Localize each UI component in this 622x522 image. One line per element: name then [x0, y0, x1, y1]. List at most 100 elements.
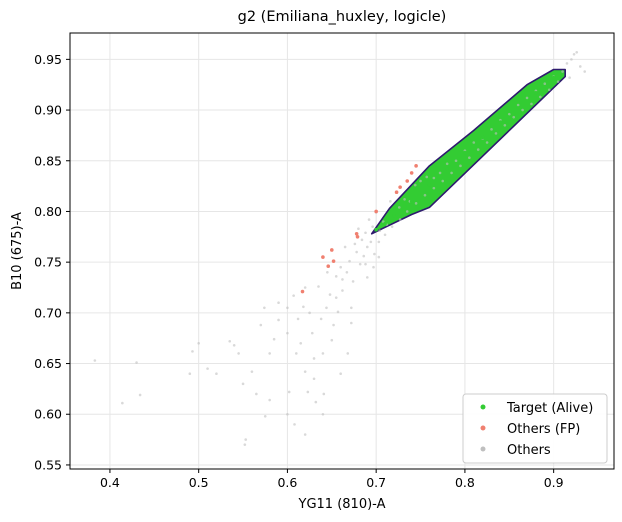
point-others [334, 275, 338, 278]
y-tick-label: 0.55 [34, 457, 62, 472]
y-tick-label: 0.60 [34, 407, 62, 422]
point-others [263, 414, 267, 418]
point-others [377, 240, 381, 244]
point-others [572, 52, 576, 56]
point-others [197, 341, 200, 345]
point-target-alive [534, 91, 538, 95]
legend-label-others: Others [507, 443, 551, 458]
point-others [357, 227, 360, 230]
point-others [521, 108, 524, 112]
point-others [459, 164, 462, 168]
point-others [321, 412, 325, 416]
point-others-fp [405, 179, 410, 183]
point-others [287, 390, 291, 394]
point-others [350, 321, 353, 325]
point-target-alive [463, 150, 467, 155]
point-others [121, 401, 124, 405]
point-others [377, 255, 381, 259]
point-others [472, 141, 476, 144]
point-others [299, 341, 303, 345]
point-others [325, 306, 328, 310]
point-others [565, 62, 569, 65]
point-others-fp [394, 190, 399, 194]
point-others [530, 102, 533, 106]
point-others-fp [331, 259, 336, 263]
point-others [507, 112, 511, 116]
point-others [286, 306, 289, 310]
y-tick-label: 0.85 [34, 153, 62, 168]
point-others-fp [398, 185, 402, 189]
point-others [378, 229, 382, 233]
point-others [414, 202, 418, 205]
point-others [308, 311, 311, 315]
point-others [277, 301, 280, 305]
x-tick-label: 0.5 [189, 475, 209, 490]
point-target-alive [498, 120, 503, 125]
x-axis-label: YG11 (810)-A [298, 497, 386, 512]
point-others [294, 352, 298, 355]
point-others [490, 128, 493, 131]
point-others [389, 200, 392, 203]
point-others [303, 433, 307, 436]
point-others [303, 370, 307, 373]
point-others [336, 310, 340, 314]
point-others [232, 343, 236, 347]
point-others [423, 193, 427, 197]
point-others [583, 70, 587, 73]
points-layer [93, 50, 587, 446]
point-others [343, 245, 347, 249]
point-others [321, 352, 325, 355]
point-others [372, 265, 375, 269]
point-others [568, 76, 571, 79]
x-tick-label: 0.9 [544, 475, 564, 490]
point-others [341, 289, 344, 292]
point-others [206, 367, 209, 370]
point-others [228, 339, 232, 343]
point-others [243, 443, 247, 446]
grid-layer [70, 33, 614, 469]
point-others [306, 390, 310, 394]
legend-box [462, 393, 608, 464]
point-others [441, 179, 445, 183]
point-others [317, 285, 320, 288]
point-others [438, 171, 442, 175]
point-others [350, 306, 353, 310]
point-others [360, 238, 364, 242]
point-others [365, 245, 369, 249]
point-others [263, 306, 266, 310]
point-others-fp [326, 264, 331, 269]
point-others [328, 293, 332, 296]
point-others-fp [354, 231, 359, 236]
point-others [296, 317, 300, 321]
point-others [358, 262, 362, 266]
point-others [330, 338, 334, 342]
y-tick-label: 0.65 [34, 356, 62, 371]
point-others [339, 372, 342, 375]
point-others [371, 225, 374, 228]
point-others [365, 276, 369, 279]
point-others [259, 323, 263, 327]
point-others [398, 218, 402, 221]
point-others [355, 250, 358, 254]
point-others [575, 50, 579, 54]
point-target-alive [383, 221, 387, 226]
point-target-alive [516, 106, 520, 110]
point-others [348, 259, 351, 263]
point-others [494, 132, 498, 135]
point-target-alive [480, 135, 485, 140]
point-others [570, 58, 573, 61]
point-others [383, 233, 387, 237]
point-others [310, 331, 314, 335]
point-others [364, 231, 367, 235]
point-others [93, 359, 97, 362]
y-tick-label: 0.90 [34, 103, 62, 118]
point-others [364, 262, 367, 266]
point-others [525, 96, 529, 100]
point-others [250, 370, 254, 373]
point-others [539, 95, 542, 99]
point-others [419, 179, 422, 183]
y-axis-label: B10 (675)-A [10, 212, 25, 290]
y-axis-ticks: 0.55 0.60 0.65 0.70 0.75 0.80 0.85 0.90 0.95 [34, 52, 70, 472]
point-others [351, 280, 355, 283]
point-target-alive [427, 183, 432, 187]
